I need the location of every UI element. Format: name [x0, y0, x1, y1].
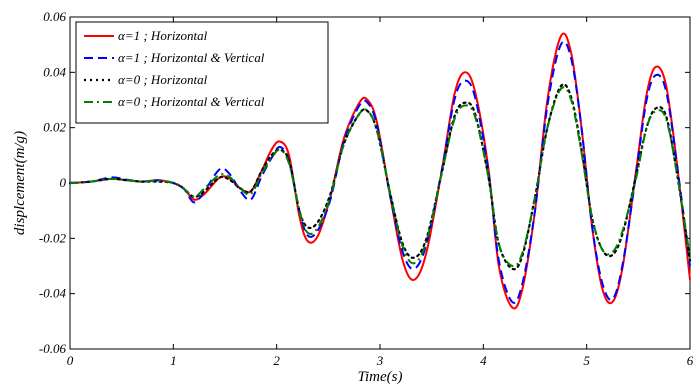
x-axis: 0 1 2 3 4 5 6: [67, 17, 694, 368]
x-axis-label: Time(s): [358, 369, 403, 385]
legend-label: α=1 ; Horizontal & Vertical: [118, 50, 265, 65]
x-tick-label: 4: [480, 353, 487, 368]
y-tick-label: -0.02: [39, 230, 67, 245]
y-axis-label: displcement(m/g): [12, 131, 28, 235]
legend-label: α=0 ; Horizontal & Vertical: [118, 94, 265, 109]
y-axis: -0.06 -0.04 -0.02 0 0.02 0.04 0.06: [39, 9, 690, 356]
x-tick-label: 6: [687, 353, 694, 368]
y-tick-label: 0.06: [43, 9, 66, 24]
series-layer: [68, 32, 692, 310]
y-tick-label: 0.02: [43, 120, 66, 135]
y-tick-label: 0.04: [43, 64, 66, 79]
x-tick-label: 3: [376, 353, 384, 368]
x-tick-label: 1: [170, 353, 177, 368]
y-tick-label: 0: [60, 175, 67, 190]
series-line-4: [69, 86, 691, 268]
legend-label: α=0 ; Horizontal: [118, 72, 208, 87]
legend-box: [75, 21, 329, 124]
x-tick-label: 2: [273, 353, 280, 368]
y-tick-label: -0.04: [39, 286, 67, 301]
legend-label: α=1 ; Horizontal: [118, 28, 208, 43]
legend: α=1 ; Horizontal α=1 ; Horizontal & Verti…: [75, 21, 329, 124]
series-line-2: [69, 40, 691, 304]
x-tick-label: 5: [583, 353, 590, 368]
y-tick-label: -0.06: [39, 341, 67, 356]
series-line-1: [69, 32, 691, 310]
x-tick-label: 0: [67, 353, 74, 368]
